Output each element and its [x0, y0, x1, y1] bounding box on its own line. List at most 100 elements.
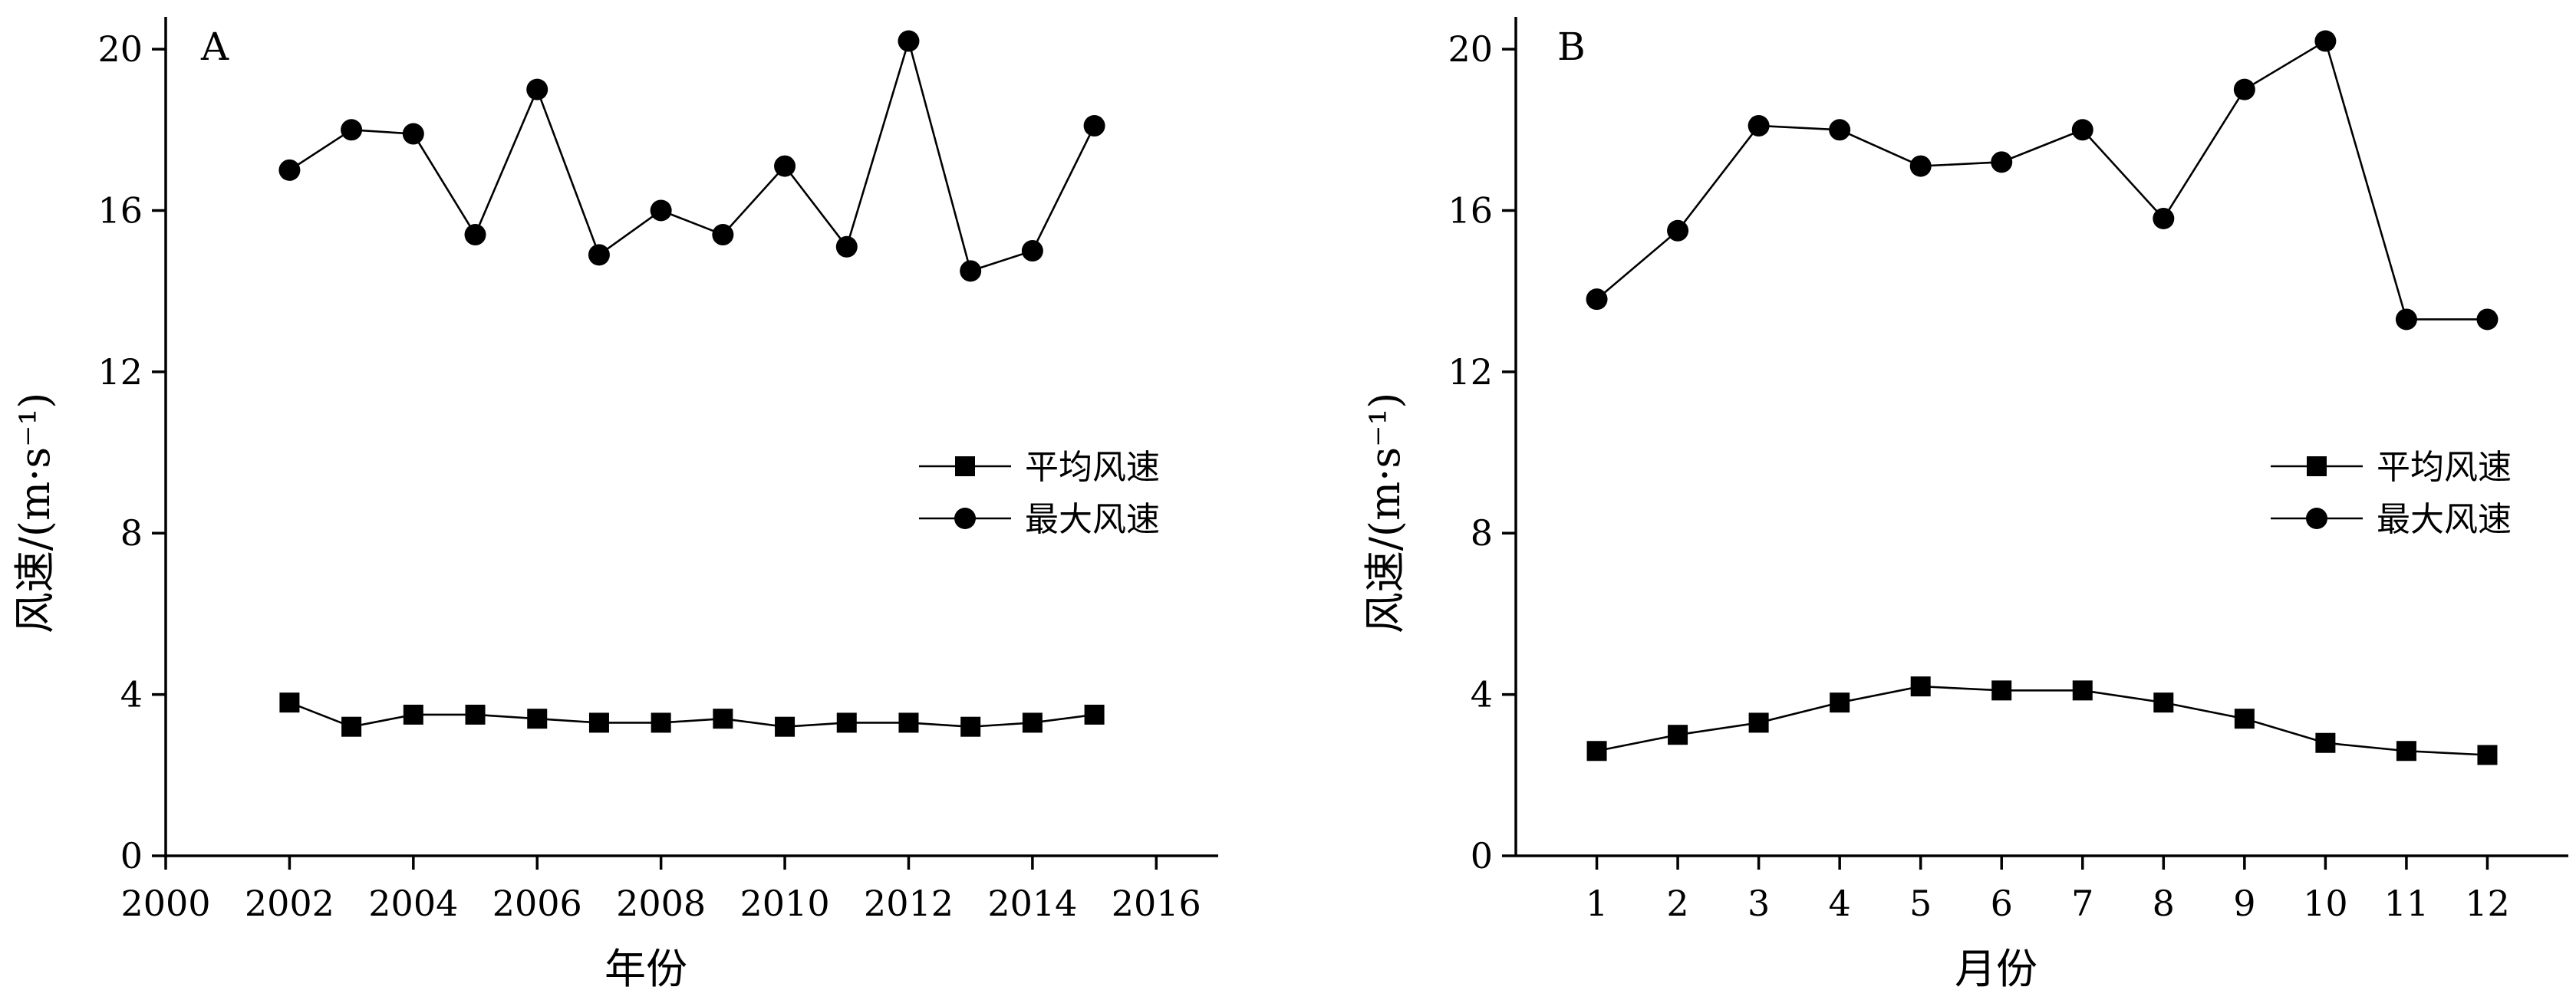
- data-point-circle: [774, 155, 796, 177]
- data-point-square: [2234, 709, 2255, 729]
- x-tick-label: 1: [1586, 883, 1608, 924]
- x-tick-label: 2014: [987, 883, 1077, 924]
- data-point-square: [465, 704, 486, 725]
- series-line: [1596, 685, 2488, 756]
- series-max-wind: [278, 30, 1105, 282]
- data-point-circle: [2476, 308, 2499, 331]
- y-tick-label: 12: [97, 351, 143, 393]
- data-point-square: [527, 709, 548, 729]
- y-tick-label: 0: [120, 835, 143, 877]
- data-point-circle: [1748, 115, 1770, 137]
- x-tick-label: 3: [1748, 883, 1770, 924]
- data-point-circle: [402, 123, 424, 145]
- x-tick-label: 2006: [492, 883, 582, 924]
- data-point-circle: [898, 30, 920, 52]
- x-tick-label: 5: [1909, 883, 1932, 924]
- data-point-circle: [2071, 119, 2093, 141]
- data-point-square: [588, 712, 609, 733]
- data-point-circle: [2153, 207, 2175, 229]
- y-tick-label: 4: [120, 674, 143, 715]
- legend-marker-square: [955, 456, 975, 476]
- data-point-square: [2477, 745, 2498, 765]
- data-point-square: [1991, 680, 2012, 701]
- data-point-square: [1668, 725, 1688, 745]
- data-point-circle: [2314, 30, 2337, 52]
- chart-panel-a: 0 4 8 12 16 20 2000 2002 2004 2006 2008 2010 2012 201…: [11, 17, 1218, 993]
- y-axis-title: 风速/(m·s⁻¹): [1361, 393, 1409, 634]
- data-point-circle: [341, 119, 363, 141]
- data-point-square: [2315, 732, 2336, 753]
- data-point-square: [403, 704, 423, 725]
- data-point-square: [2072, 680, 2093, 701]
- x-tick-label: 9: [2233, 883, 2255, 924]
- data-point-circle: [712, 224, 734, 246]
- data-point-circle: [2395, 308, 2417, 331]
- x-tick-label: 6: [1991, 883, 2013, 924]
- data-point-square: [1586, 741, 1607, 762]
- x-tick-label: 12: [2465, 883, 2510, 924]
- data-point-circle: [650, 199, 672, 222]
- series-avg-wind: [279, 692, 1105, 737]
- panel-label: A: [200, 25, 229, 69]
- data-point-circle: [1021, 240, 1043, 262]
- data-point-square: [1084, 704, 1105, 725]
- y-tick-label: 0: [1471, 835, 1493, 877]
- data-point-circle: [1829, 119, 1851, 141]
- x-tick-label: 11: [2384, 883, 2429, 924]
- y-tick-label: 20: [1448, 28, 1493, 70]
- data-point-circle: [960, 260, 982, 282]
- data-point-square: [898, 712, 919, 733]
- x-tick-label: 2010: [740, 883, 830, 924]
- y-tick-label: 12: [1448, 351, 1493, 393]
- y-tick-label: 20: [97, 28, 143, 70]
- y-tick-label: 8: [1471, 512, 1493, 554]
- x-tick-label: 2002: [245, 883, 334, 924]
- series-line: [288, 701, 1095, 729]
- legend-label: 最大风速: [2377, 500, 2512, 539]
- data-point-square: [713, 709, 733, 729]
- y-tick-label: 16: [97, 189, 143, 231]
- data-point-circle: [1083, 115, 1105, 137]
- legend-marker-square: [2307, 456, 2327, 476]
- data-point-square: [1022, 712, 1043, 733]
- x-tick-label: 2012: [864, 883, 954, 924]
- x-axis-title: 月份: [1955, 945, 2037, 993]
- x-tick-label: 2000: [120, 883, 210, 924]
- series-line: [1596, 39, 2488, 321]
- data-point-circle: [526, 78, 548, 100]
- x-tick-label: 10: [2303, 883, 2348, 924]
- data-point-square: [775, 716, 796, 737]
- data-point-square: [1748, 712, 1769, 733]
- legend-label: 最大风速: [1025, 500, 1160, 539]
- series-avg-wind: [1586, 676, 2498, 765]
- y-tick-label: 16: [1448, 189, 1493, 231]
- data-point-circle: [1586, 288, 1608, 311]
- series-max-wind: [1586, 30, 2499, 331]
- data-point-square: [341, 716, 362, 737]
- legend-label: 平均风速: [1025, 448, 1160, 487]
- data-point-square: [1910, 676, 1931, 697]
- data-point-square: [960, 716, 981, 737]
- x-tick-label: 2008: [616, 883, 706, 924]
- data-point-square: [2153, 692, 2174, 713]
- data-point-circle: [1667, 219, 1689, 242]
- data-point-square: [279, 692, 300, 713]
- data-point-circle: [464, 224, 486, 246]
- data-point-circle: [278, 159, 301, 181]
- x-tick-label: 2016: [1112, 883, 1201, 924]
- legend-marker-circle: [2306, 508, 2327, 529]
- data-point-square: [651, 712, 671, 733]
- y-tick-label: 8: [120, 512, 143, 554]
- x-tick-label: 2004: [368, 883, 458, 924]
- y-tick-label: 4: [1471, 674, 1493, 715]
- legend-label: 平均风速: [2377, 448, 2512, 487]
- data-point-circle: [1991, 151, 2013, 173]
- x-tick-label: 7: [2071, 883, 2093, 924]
- data-point-circle: [1909, 155, 1932, 177]
- data-point-circle: [588, 244, 610, 266]
- x-tick-label: 8: [2153, 883, 2175, 924]
